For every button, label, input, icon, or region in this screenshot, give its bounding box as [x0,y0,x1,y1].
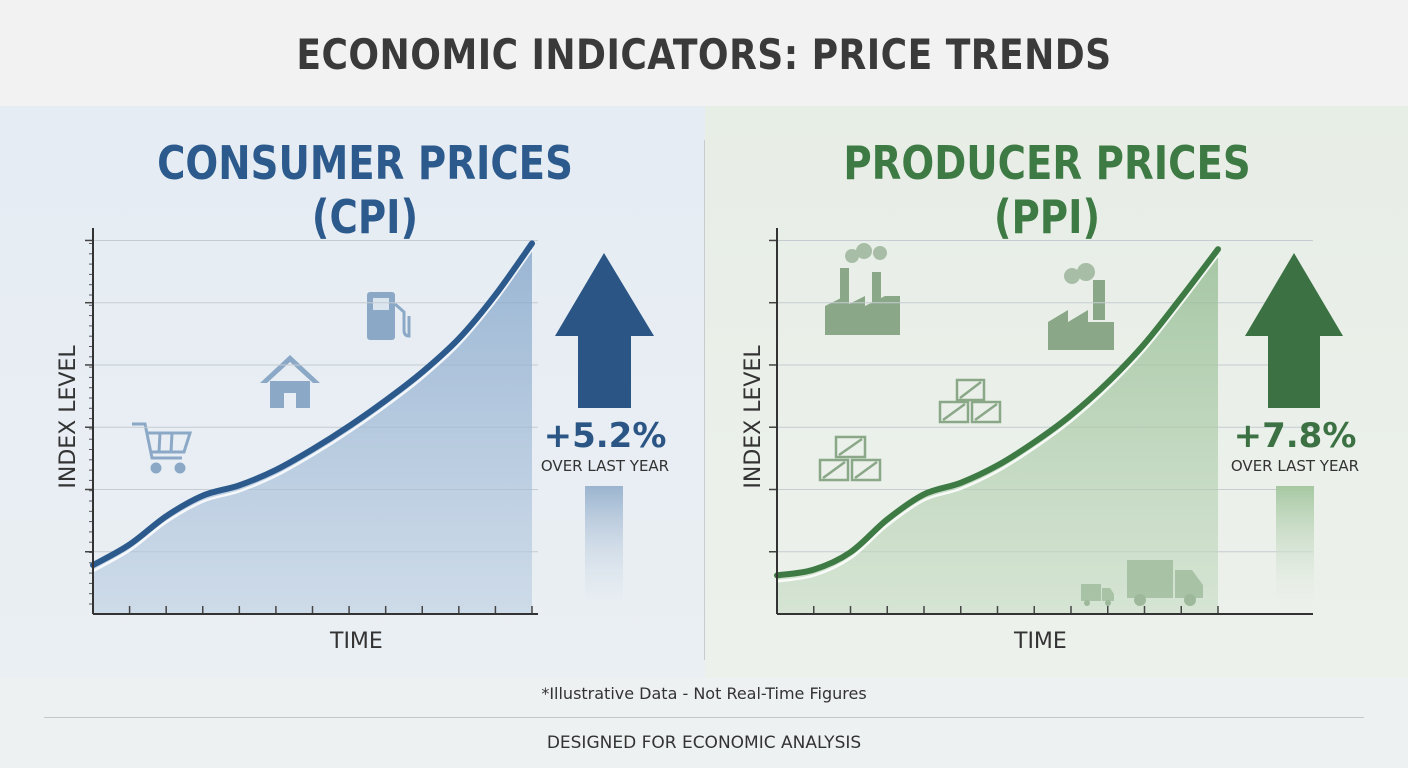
shopping-cart-icon [132,422,193,474]
cpi-series-highlight [92,248,534,573]
cpi-y-axis-label: INDEX LEVEL [56,345,81,489]
crates-icon [938,378,1002,424]
cpi-x-axis-label: TIME [330,629,383,654]
gas-pump-icon [367,292,411,340]
cpi-change-caption: OVER LAST YEAR [540,457,670,475]
ppi-series-highlight [776,254,1219,583]
footnote: *Illustrative Data - Not Real-Time Figur… [541,684,867,703]
header-bar [0,0,1408,106]
cpi-series-line [90,240,535,569]
page-title: ECONOMIC INDICATORS: PRICE TRENDS [296,30,1112,79]
house-icon [260,355,320,408]
ppi-x-axis-label: TIME [1014,629,1067,654]
footer-divider [44,717,1364,718]
factory-icon [1048,263,1114,350]
ppi-change-caption: OVER LAST YEAR [1230,457,1360,475]
ppi-y-axis-label: INDEX LEVEL [741,345,766,489]
cpi-chart [85,228,538,615]
factory-icon [825,243,900,335]
ppi-chart-title: PRODUCER PRICES (PPI) [843,136,1251,244]
ppi-chart [769,228,1313,615]
crates-icon [818,435,882,482]
cpi-series-area [93,243,532,614]
cpi-chart-title: CONSUMER PRICES (CPI) [157,136,573,244]
cpi-change-value: +5.2% [543,416,667,456]
panel-divider [704,140,705,660]
cpi-arrow-up-icon [555,253,654,610]
ppi-change-value: +7.8% [1233,416,1357,456]
footer-credit: DESIGNED FOR ECONOMIC ANALYSIS [546,733,862,753]
ppi-arrow-up-icon [1245,253,1343,610]
ppi-series-line [774,246,1221,579]
